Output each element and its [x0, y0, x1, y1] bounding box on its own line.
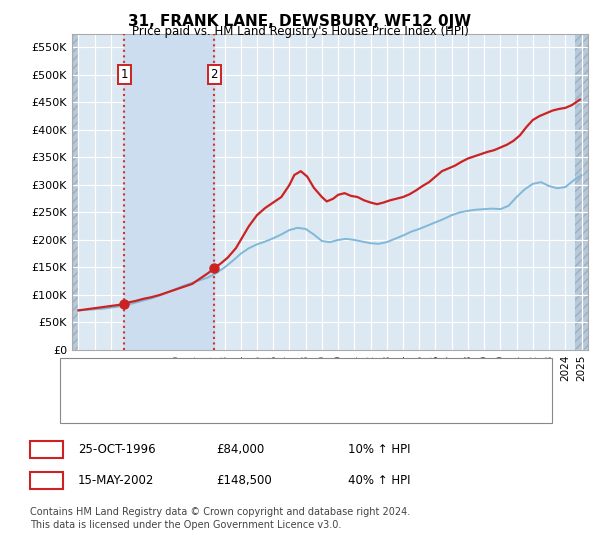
Text: Price paid vs. HM Land Registry's House Price Index (HPI): Price paid vs. HM Land Registry's House …	[131, 25, 469, 38]
Text: 15-MAY-2002: 15-MAY-2002	[78, 474, 154, 487]
Text: This data is licensed under the Open Government Licence v3.0.: This data is licensed under the Open Gov…	[30, 520, 341, 530]
Text: 31, FRANK LANE, DEWSBURY, WF12 0JW: 31, FRANK LANE, DEWSBURY, WF12 0JW	[128, 14, 472, 29]
Text: 10% ↑ HPI: 10% ↑ HPI	[348, 443, 410, 456]
Text: 31, FRANK LANE, DEWSBURY, WF12 0JW (detached house): 31, FRANK LANE, DEWSBURY, WF12 0JW (deta…	[123, 371, 449, 381]
Bar	[124, 34, 214, 350]
Bar	[575, 34, 588, 350]
Bar	[72, 34, 79, 350]
Text: 1: 1	[121, 68, 128, 81]
Text: 1: 1	[43, 443, 50, 456]
Text: HPI: Average price, detached house, Kirklees: HPI: Average price, detached house, Kirk…	[123, 393, 373, 403]
Text: £84,000: £84,000	[216, 443, 264, 456]
Text: 40% ↑ HPI: 40% ↑ HPI	[348, 474, 410, 487]
Text: 2: 2	[211, 68, 218, 81]
Text: Contains HM Land Registry data © Crown copyright and database right 2024.: Contains HM Land Registry data © Crown c…	[30, 507, 410, 517]
Text: £148,500: £148,500	[216, 474, 272, 487]
Text: 2: 2	[43, 474, 50, 487]
Text: 25-OCT-1996: 25-OCT-1996	[78, 443, 155, 456]
